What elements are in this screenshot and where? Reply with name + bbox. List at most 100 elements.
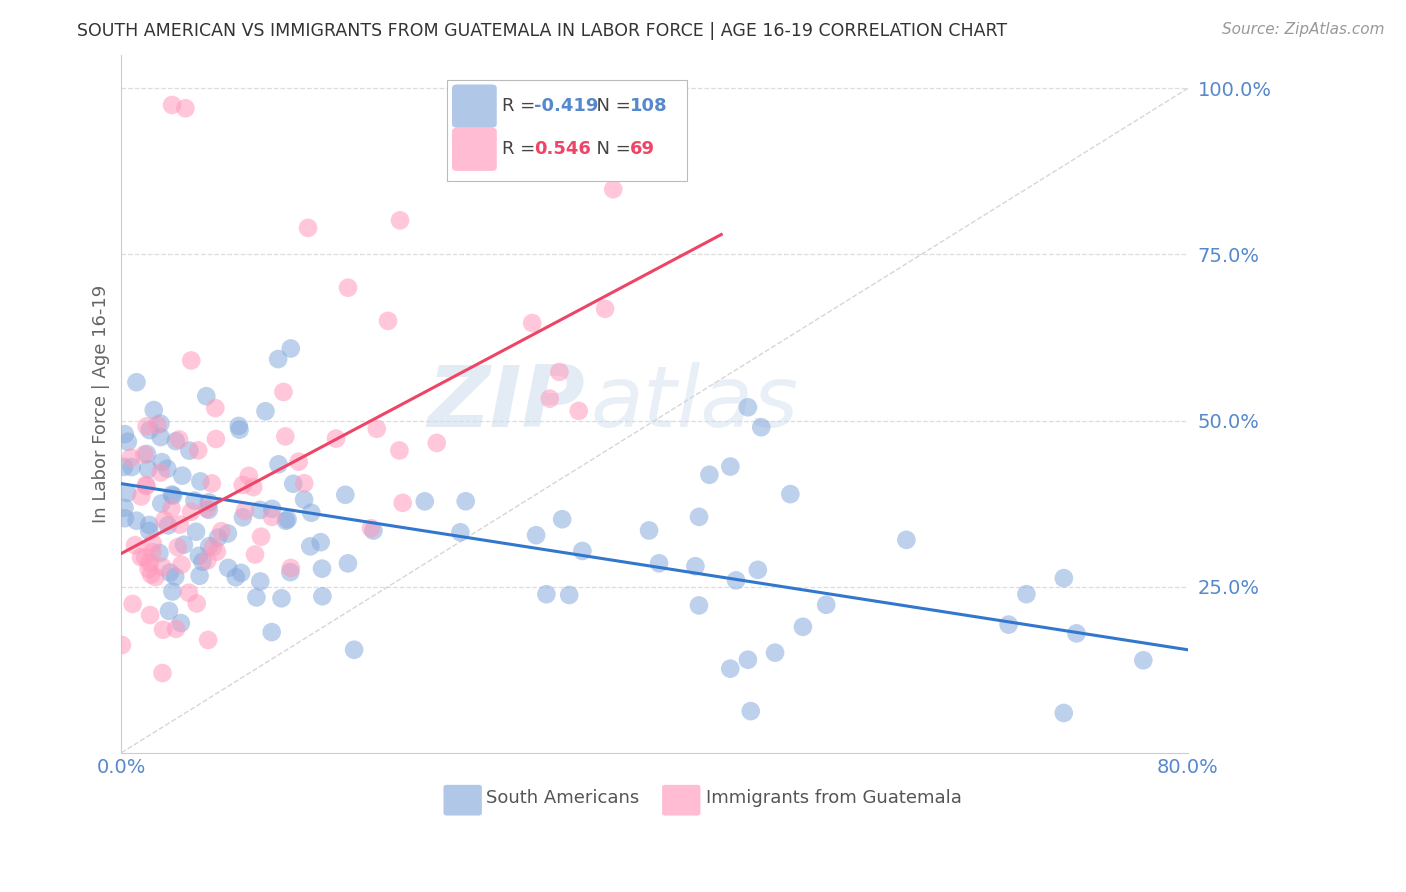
Point — [737, 401, 759, 415]
Text: South Americans: South Americans — [486, 789, 640, 807]
Point — [449, 525, 471, 540]
Text: SOUTH AMERICAN VS IMMIGRANTS FROM GUATEMALA IN LABOR FORCE | AGE 16-19 CORRELATI: SOUTH AMERICAN VS IMMIGRANTS FROM GUATEM… — [77, 22, 1008, 40]
Point — [413, 494, 436, 508]
Point — [167, 433, 190, 447]
Point — [524, 528, 547, 542]
Point — [792, 620, 814, 634]
Point — [195, 501, 218, 516]
Point — [162, 584, 184, 599]
Text: atlas: atlas — [591, 362, 799, 445]
Point — [558, 588, 581, 602]
Point — [779, 487, 801, 501]
Text: -0.419: -0.419 — [534, 97, 599, 115]
Point — [136, 462, 159, 476]
Point — [120, 450, 142, 465]
Point — [149, 466, 172, 480]
Text: 69: 69 — [630, 140, 655, 158]
Point — [568, 404, 591, 418]
Point — [135, 419, 157, 434]
Point — [249, 503, 271, 517]
Point — [522, 316, 544, 330]
Point — [135, 479, 157, 493]
Point — [366, 422, 388, 436]
Text: Immigrants from Guatemala: Immigrants from Guatemala — [706, 789, 962, 807]
Point — [270, 591, 292, 606]
Point — [336, 557, 359, 571]
Point — [149, 430, 172, 444]
Point — [169, 517, 191, 532]
Point — [138, 562, 160, 576]
Point — [749, 420, 772, 434]
Point — [188, 568, 211, 582]
Point — [114, 500, 136, 515]
FancyBboxPatch shape — [447, 79, 686, 181]
Point — [280, 561, 302, 575]
Point — [688, 599, 710, 613]
Point — [217, 561, 239, 575]
Point — [112, 459, 135, 474]
Point — [177, 586, 200, 600]
Point — [278, 565, 301, 579]
Y-axis label: In Labor Force | Age 16-19: In Labor Force | Age 16-19 — [93, 285, 110, 523]
Text: R =: R = — [502, 140, 541, 158]
Point — [207, 531, 229, 545]
Point — [170, 616, 193, 631]
Text: N =: N = — [585, 97, 637, 115]
Point — [141, 545, 163, 559]
Point — [536, 587, 558, 601]
Point — [157, 604, 180, 618]
Point — [262, 501, 284, 516]
Point — [184, 524, 207, 539]
Point — [232, 510, 254, 524]
Point — [551, 512, 574, 526]
Point — [195, 389, 218, 403]
Point — [309, 535, 332, 549]
Point — [335, 488, 357, 502]
Point — [149, 417, 172, 431]
Point — [548, 365, 571, 379]
Point — [538, 392, 561, 406]
Point — [267, 458, 290, 472]
Point — [602, 182, 624, 196]
Point — [160, 98, 183, 112]
Point — [228, 418, 250, 433]
Text: 108: 108 — [630, 97, 668, 115]
Point — [896, 533, 918, 547]
Point — [688, 509, 710, 524]
Text: R =: R = — [502, 97, 541, 115]
Point — [325, 432, 347, 446]
Point — [139, 567, 162, 582]
Point — [136, 447, 159, 461]
Point — [179, 443, 201, 458]
Point — [125, 514, 148, 528]
Point — [648, 557, 671, 571]
Point — [763, 646, 786, 660]
Point — [718, 662, 741, 676]
Point — [166, 540, 188, 554]
Point — [267, 352, 290, 367]
FancyBboxPatch shape — [662, 785, 700, 815]
Point — [217, 526, 239, 541]
Point — [114, 511, 136, 525]
Point — [250, 530, 273, 544]
FancyBboxPatch shape — [451, 128, 496, 171]
Point — [174, 101, 197, 115]
Point — [150, 455, 173, 469]
Point — [363, 524, 385, 538]
Point — [124, 538, 146, 552]
Point — [426, 436, 449, 450]
Point — [162, 489, 184, 503]
Point — [297, 220, 319, 235]
Point — [201, 476, 224, 491]
Point — [454, 494, 477, 508]
Point — [718, 459, 741, 474]
Point — [388, 443, 411, 458]
Point — [1015, 587, 1038, 601]
Point — [343, 642, 366, 657]
Point — [311, 589, 333, 603]
Point — [145, 570, 167, 584]
Point — [202, 540, 225, 554]
Point — [152, 666, 174, 681]
Point — [165, 569, 187, 583]
Point — [150, 496, 173, 510]
